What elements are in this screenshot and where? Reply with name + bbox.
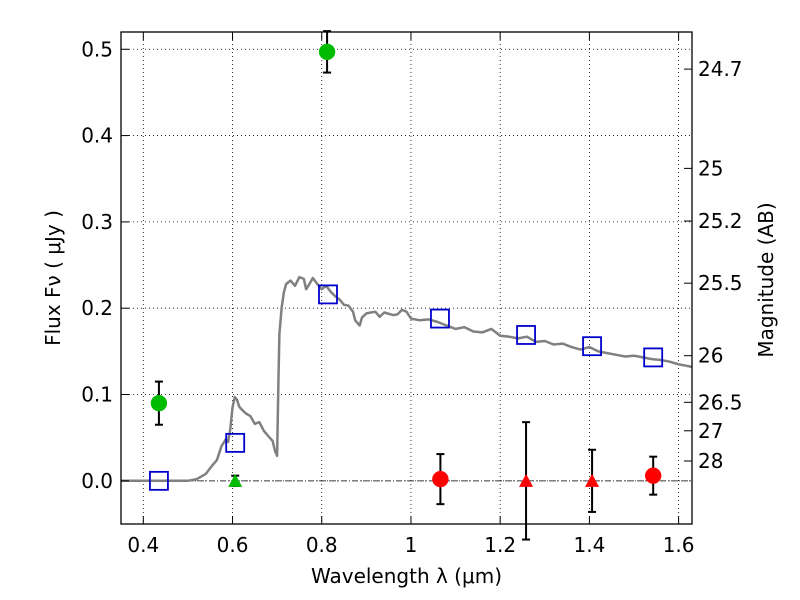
- red-triangle-marker: [585, 473, 600, 487]
- right-tick-label: 27: [698, 419, 723, 443]
- blue-square-marker: [149, 470, 169, 491]
- y-tick-label: 0.5: [81, 37, 113, 61]
- y-tick-label: 0.4: [81, 124, 113, 148]
- right-tick-label: 24.7: [698, 57, 743, 81]
- blue-square-marker: [430, 308, 450, 329]
- x-tick-label: 0.4: [127, 533, 159, 557]
- y-tick-label: 0.1: [81, 383, 113, 407]
- photometry-points: [149, 30, 664, 541]
- model-spectrum-line: [121, 275, 693, 483]
- right-axis-label: Magnitude (AB): [754, 202, 778, 357]
- model-spectrum: [121, 275, 693, 483]
- green-triangle-marker: [228, 473, 243, 487]
- x-tick-label: 1.6: [663, 533, 695, 557]
- x-tick-label: 1.2: [484, 533, 516, 557]
- blue-square-marker: [318, 284, 338, 305]
- y-tick-label: 0.2: [81, 296, 113, 320]
- y-tick-label: 0.0: [81, 469, 113, 493]
- blue-square-marker: [582, 336, 602, 357]
- grid-lines: [121, 32, 692, 524]
- x-tick-label: 1: [405, 533, 418, 557]
- right-tick-label: 25: [698, 156, 723, 180]
- blue-square-marker: [643, 347, 664, 368]
- right-tick-label: 26: [698, 344, 723, 368]
- blue-square-marker: [516, 325, 536, 345]
- red-circle-marker: [644, 467, 662, 484]
- red-circle-marker: [432, 470, 449, 488]
- y-tick-label: 0.3: [81, 210, 113, 234]
- plot-frame: [120, 31, 693, 525]
- right-tick-label: 25.5: [698, 271, 743, 295]
- x-tick-label: 1.4: [573, 533, 605, 557]
- y-axis-label: Flux Fν ( μJy ): [41, 210, 65, 346]
- x-tick-label: 0.6: [217, 533, 249, 557]
- right-tick-label: 28: [698, 449, 723, 473]
- green-circle-marker: [318, 43, 336, 61]
- blue-square-marker: [225, 432, 246, 453]
- x-tick-label: 0.8: [306, 533, 338, 557]
- right-tick-label: 26.5: [698, 390, 743, 414]
- x-axis-label: Wavelength λ (μm): [311, 564, 502, 588]
- right-tick-label: 25.2: [698, 209, 743, 233]
- green-circle-marker: [150, 394, 168, 412]
- red-triangle-marker: [519, 473, 534, 487]
- axis-ticks: 0.4 0.6 0.8 1 1.2 1.4 1.6 0.0 0.1 0.2 0.3 0.4 0.5 24.…: [81, 32, 743, 557]
